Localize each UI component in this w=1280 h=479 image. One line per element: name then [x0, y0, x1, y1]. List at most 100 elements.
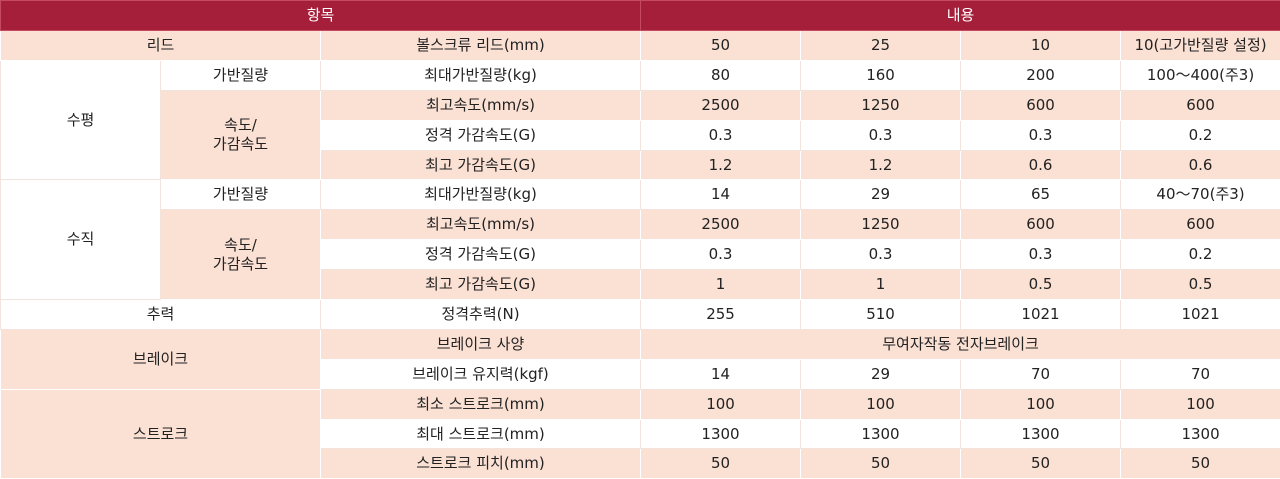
table-cell: 29 [800, 358, 962, 390]
header-row: 항목 내용 [0, 0, 1280, 31]
table-cell: 최대가반질량(kg) [319, 179, 642, 211]
table-cell: 2500 [640, 89, 802, 121]
table-cell: 50 [960, 448, 1122, 479]
table-cell: 255 [640, 299, 802, 330]
table-cell: 160 [800, 59, 962, 91]
table-row: 수평 가반질량 최대가반질량(kg) 80 160 200 100～400(주3) [0, 59, 1280, 181]
table-cell: 정격추력(N) [319, 299, 642, 330]
table-cell: 1.2 [800, 149, 962, 181]
table-cell: 1300 [1120, 418, 1280, 450]
table-row: 수직 가반질량 최대가반질량(kg) 14 29 65 40～70(주3) [0, 179, 1280, 301]
table-cell: 추력 [0, 299, 321, 330]
table-cell: 1250 [800, 89, 962, 121]
table-cell: 리드 [0, 30, 321, 61]
table-cell: 80 [640, 59, 802, 91]
table-cell: 0.5 [1120, 269, 1280, 301]
table-cell: 0.5 [960, 269, 1122, 301]
table-cell: 100 [800, 388, 962, 420]
table-cell: 브레이크 유지력(kgf) [319, 358, 642, 390]
table-cell: 최소 스트로크(mm) [319, 388, 642, 420]
table-cell: 최고 가감속도(G) [319, 269, 642, 301]
table-row: 추력 정격추력(N) 255 510 1021 1021 [0, 299, 1280, 330]
table-cell: 0.2 [1120, 239, 1280, 271]
table-cell: 최고 가감속도(G) [319, 149, 642, 181]
table-cell: 70 [960, 358, 1122, 390]
table-cell: 최고속도(mm/s) [319, 209, 642, 241]
table-cell: 40～70(주3) [1120, 179, 1280, 211]
table-cell: 50 [800, 448, 962, 479]
table-row: 정격 가감속도(G) 0.3 0.3 0.3 0.2 [1, 119, 1280, 151]
table-row: 최대 스트로크(mm) 1300 1300 1300 1300 [1, 418, 1280, 450]
table-cell: 100 [640, 388, 802, 420]
table-cell: 2500 [640, 209, 802, 241]
table-cell: 14 [640, 358, 802, 390]
table-cell: 510 [800, 299, 962, 330]
table-cell: 50 [640, 448, 802, 479]
table-cell: 1.2 [640, 149, 802, 181]
table-cell: 0.3 [640, 119, 802, 151]
table-cell: 600 [1120, 209, 1280, 241]
table-cell: 65 [960, 179, 1122, 211]
table-row: 스트로크 피치(mm) 50 50 50 50 [1, 448, 1280, 479]
table-cell: 1021 [960, 299, 1122, 330]
table-cell: 최대 스트로크(mm) [319, 418, 642, 450]
table-cell: 정격 가감속도(G) [319, 119, 642, 151]
table-cell: 0.3 [800, 239, 962, 271]
table-cell: 10(고가반질량 설정) [1120, 30, 1280, 61]
table-cell: 1 [800, 269, 962, 301]
header-cell: 내용 [640, 0, 1280, 31]
table-cell: 볼스크류 리드(mm) [319, 30, 642, 61]
table-row: 브레이크 유지력(kgf) 14 29 70 70 [1, 358, 1280, 390]
table-row: 스트로크 최소 스트로크(mm) 100 100 100 100 [0, 388, 1280, 479]
table-row: 최고 가감속도(G) 1 1 0.5 0.5 [1, 269, 1280, 301]
table-cell: 1021 [1120, 299, 1280, 330]
table-cell: 1300 [800, 418, 962, 450]
table-row: 속도/ 가감속도 최고속도(mm/s) 2500 1250 600 600 [1, 89, 1280, 181]
table-row: 정격 가감속도(G) 0.3 0.3 0.3 0.2 [1, 239, 1280, 271]
table-cell: 50 [640, 30, 802, 61]
table-cell: 14 [640, 179, 802, 211]
table-row: 리드 볼스크류 리드(mm) 50 25 10 10(고가반질량 설정) [0, 30, 1280, 61]
table-cell: 25 [800, 30, 962, 61]
table-row: 속도/ 가감속도 최고속도(mm/s) 2500 1250 600 600 [1, 209, 1280, 301]
table-cell: 스트로크 [0, 388, 321, 479]
table-cell: 최고속도(mm/s) [319, 89, 642, 121]
table-cell: 50 [1120, 448, 1280, 479]
table-cell: 100 [1120, 388, 1280, 420]
table-cell: 100 [960, 388, 1122, 420]
table-cell: 100～400(주3) [1120, 59, 1280, 91]
table-cell: 70 [1120, 358, 1280, 390]
table-cell: 0.3 [960, 239, 1122, 271]
table-cell: 정격 가감속도(G) [319, 239, 642, 271]
table-cell: 속도/ 가감속도 [160, 209, 321, 301]
table-cell: 1300 [960, 418, 1122, 450]
table-cell: 0.3 [960, 119, 1122, 151]
table-body: 리드 볼스크류 리드(mm) 50 25 10 10(고가반질량 설정) 수평 가반질량 최대가… [0, 30, 1280, 479]
table-row: 브레이크 브레이크 사양 무여자작동 전자브레이크 [0, 328, 1280, 390]
table-cell: 0.6 [960, 149, 1122, 181]
table-cell: 200 [960, 59, 1122, 91]
table-cell: 600 [1120, 89, 1280, 121]
table-cell: 최대가반질량(kg) [319, 59, 642, 91]
table-cell: 0.2 [1120, 119, 1280, 151]
table-cell: 1300 [640, 418, 802, 450]
table-cell: 속도/ 가감속도 [160, 89, 321, 181]
table-cell: 스트로크 피치(mm) [319, 448, 642, 479]
table-cell: 가반질량 [160, 179, 321, 211]
table-cell: 수평 [0, 59, 161, 181]
table-cell: 0.6 [1120, 149, 1280, 181]
table-cell: 무여자작동 전자브레이크 [640, 328, 1280, 360]
table-cell: 600 [960, 209, 1122, 241]
table-cell: 0.3 [800, 119, 962, 151]
table-cell: 29 [800, 179, 962, 211]
table-cell: 수직 [0, 179, 161, 301]
table-cell: 0.3 [640, 239, 802, 271]
table-cell: 가반질량 [160, 59, 321, 91]
table-cell: 600 [960, 89, 1122, 121]
table-cell: 브레이크 [0, 328, 321, 390]
table-cell: 1 [640, 269, 802, 301]
header-cell: 항목 [0, 0, 642, 31]
table-cell: 1250 [800, 209, 962, 241]
